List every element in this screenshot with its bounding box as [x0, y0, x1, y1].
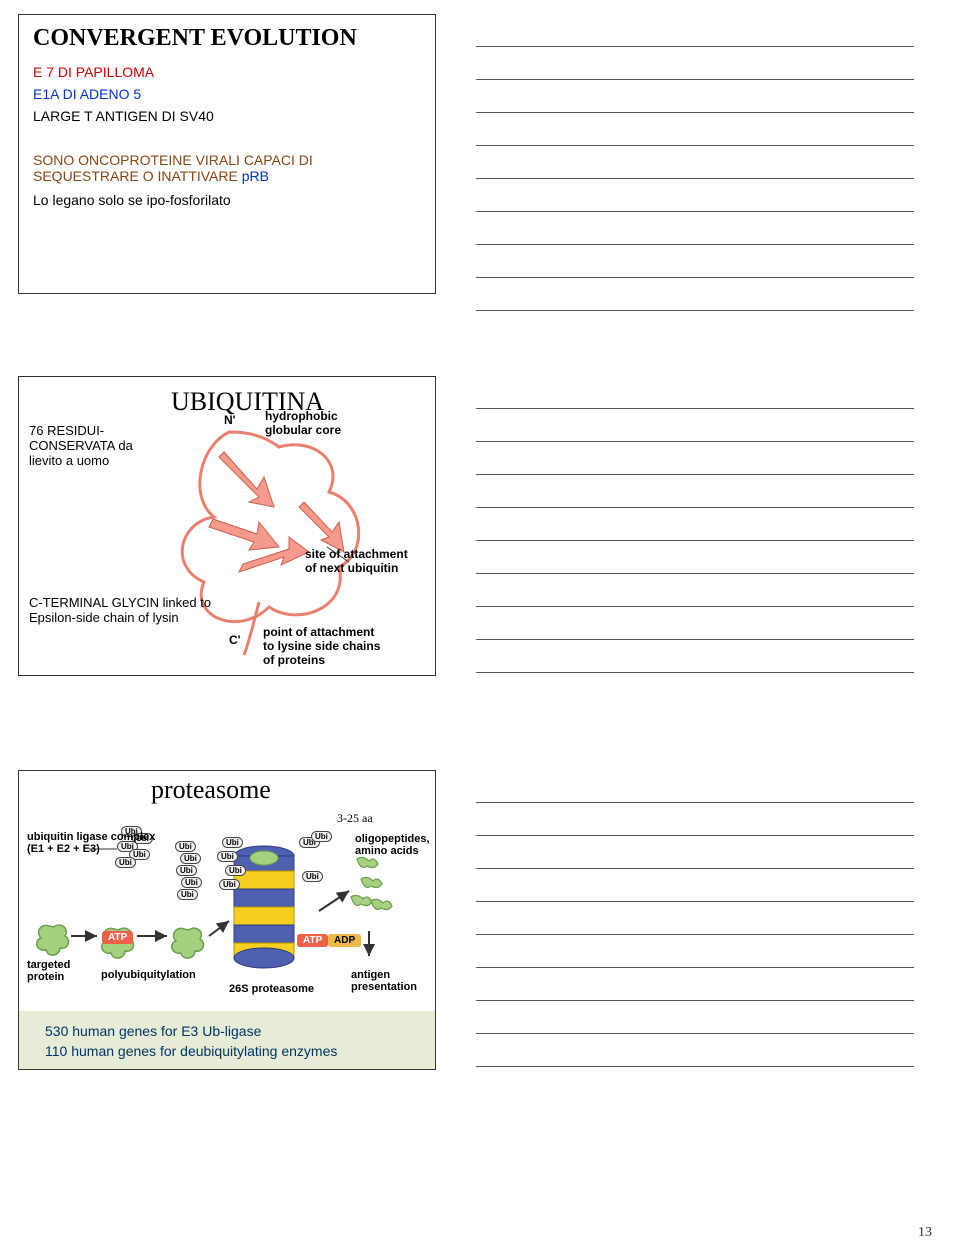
panel2-cterm1: C-TERMINAL GLYCIN linked to	[29, 595, 211, 610]
panel1-line4a: SONO ONCOPROTEINE VIRALI CAPACI DI	[33, 152, 421, 168]
panel1-line5: Lo legano solo se ipo-fosforilato	[33, 192, 421, 208]
ubi-badge: Ubi	[302, 871, 323, 882]
panel1-title: CONVERGENT EVOLUTION	[33, 25, 421, 52]
panel2-sub2: CONSERVATA da	[29, 438, 133, 453]
panel2-cterm2: Epsilon-side chain of lysin	[29, 610, 211, 625]
ubi-badge: Ubi	[311, 831, 332, 842]
panel-ubiquitina: UBIQUITINA 76 RESIDUI- CONSERVATA da lie…	[18, 376, 436, 676]
label-ulc-2: (E1 + E2 + E3)	[27, 843, 155, 855]
ubi-badge: Ubi	[217, 851, 238, 862]
label-oligo-1: oligopeptides,	[355, 833, 430, 845]
panel2-sub3: lievito a uomo	[29, 453, 133, 468]
label-antigen-2: presentation	[351, 981, 417, 993]
label-site-1: site of attachment	[305, 547, 408, 561]
notes-1	[476, 14, 914, 311]
label-hydrophobic-1: hydrophobic	[265, 409, 341, 423]
page-number: 13	[918, 1225, 932, 1241]
panel1-line1: E 7 DI PAPILLOMA	[33, 64, 421, 80]
label-targeted-1: targeted	[27, 959, 70, 971]
panel3-footer2: 110 human genes for deubiquitylating enz…	[45, 1043, 337, 1059]
ubi-badge: Ubi	[175, 841, 196, 852]
ubi-badge: Ubi	[115, 857, 136, 868]
ubi-badge: Ubi	[222, 837, 243, 848]
label-26s: 26S proteasome	[229, 983, 314, 995]
label-hydrophobic-2: globular core	[265, 423, 341, 437]
label-point-3: of proteins	[263, 653, 380, 667]
panel-proteasome: proteasome	[18, 770, 436, 1070]
panel1-prb: pRB	[242, 168, 269, 184]
ubi-badge: Ubi	[180, 853, 201, 864]
ubi-badge: Ubi	[176, 865, 197, 876]
notes-2	[476, 376, 914, 673]
label-site-2: of next ubiquitin	[305, 561, 408, 575]
panel2-sub1: 76 RESIDUI-	[29, 423, 133, 438]
label-3-25aa: 3-25 aa	[337, 811, 373, 826]
adp-label: ADP	[328, 934, 361, 947]
panel1-line4b-pre: SEQUESTRARE O INATTIVARE	[33, 168, 242, 184]
atp-label: ATP	[102, 931, 133, 944]
label-c-terminus: C'	[229, 633, 241, 647]
label-point-1: point of attachment	[263, 625, 380, 639]
label-oligo-2: amino acids	[355, 845, 430, 857]
label-n-terminus: N'	[224, 413, 236, 427]
label-ulc-1: ubiquitin ligase complex	[27, 831, 155, 843]
ubi-badge: Ubi	[177, 889, 198, 900]
atp-label: ATP	[297, 934, 328, 947]
label-point-2: to lysine side chains	[263, 639, 380, 653]
ubi-badge: Ubi	[219, 879, 240, 890]
notes-3	[476, 770, 914, 1067]
label-targeted-2: protein	[27, 971, 70, 983]
panel-convergent-evolution: CONVERGENT EVOLUTION E 7 DI PAPILLOMA E1…	[18, 14, 436, 294]
panel3-footer1: 530 human genes for E3 Ub-ligase	[45, 1023, 261, 1039]
label-polyubiquitylation: polyubiquitylation	[101, 969, 196, 981]
panel1-line3: LARGE T ANTIGEN DI SV40	[33, 108, 421, 124]
panel1-line2: E1A DI ADENO 5	[33, 86, 421, 102]
ubi-badge: Ubi	[181, 877, 202, 888]
label-antigen-1: antigen	[351, 969, 417, 981]
ubi-badge: Ubi	[225, 865, 246, 876]
